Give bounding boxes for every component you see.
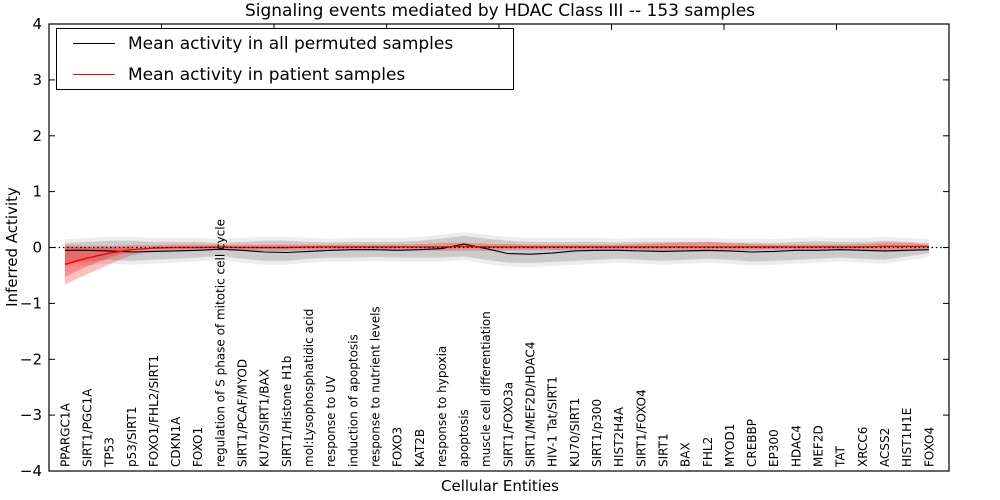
permuted-mean-line xyxy=(65,243,930,255)
patient-band-inner xyxy=(65,246,132,277)
x-category-label: HIST1H1E xyxy=(900,408,914,467)
x-category-label: mol:Lysophosphatidic acid xyxy=(302,309,316,467)
legend-label-patient: Mean activity in patient samples xyxy=(128,64,406,85)
x-category-label: FOXO1 xyxy=(191,427,205,467)
y-tick-label: −2 xyxy=(20,350,42,368)
x-category-label: induction of apoptosis xyxy=(346,334,360,467)
x-category-label: response to nutrient levels xyxy=(369,306,383,467)
x-category-label: MEF2D xyxy=(812,425,826,467)
patient-line-swatch xyxy=(73,74,115,75)
chart-title: Signaling events mediated by HDAC Class … xyxy=(244,1,756,21)
x-category-label: FOXO3 xyxy=(391,427,405,467)
x-category-label: CDKN1A xyxy=(169,416,183,467)
x-category-label: XRCC6 xyxy=(856,427,870,467)
x-category-label: TAT xyxy=(834,445,848,468)
x-category-label: regulation of S phase of mitotic cell cy… xyxy=(213,219,227,467)
x-category-label: PPARGC1A xyxy=(58,402,72,467)
x-category-label: BAX xyxy=(679,442,693,467)
x-category-label: SIRT1/Histone H1b xyxy=(280,356,294,467)
x-category-label: SIRT1/PGC1A xyxy=(81,388,95,467)
x-category-label: SIRT1/PCAF/MYOD xyxy=(236,359,250,467)
x-category-label: response to UV xyxy=(324,375,338,467)
y-tick-label: 4 xyxy=(32,15,42,33)
x-category-label: KU70/SIRT1/BAX xyxy=(258,369,272,467)
x-category-label: FOXO4 xyxy=(922,427,936,467)
x-category-label: HIV-1 Tat/SIRT1 xyxy=(546,376,560,467)
permuted-line-swatch xyxy=(73,43,115,44)
y-tick-label: 1 xyxy=(32,183,42,201)
legend-label-permuted: Mean activity in all permuted samples xyxy=(128,33,454,54)
x-category-label: muscle cell differentiation xyxy=(479,311,493,467)
x-category-label: KU70/SIRT1 xyxy=(568,398,582,467)
x-category-label: apoptosis xyxy=(457,409,471,467)
legend: Mean activity in all permuted samples Me… xyxy=(56,28,514,90)
y-axis-label: Inferred Activity xyxy=(3,187,21,307)
x-category-label: SIRT1 xyxy=(657,433,671,467)
x-category-label: EP300 xyxy=(767,429,781,467)
x-category-label: SIRT1/FOXO3a xyxy=(501,382,515,467)
y-tick-label: 0 xyxy=(32,239,42,257)
patient-band xyxy=(65,241,929,285)
x-category-label: p53/SIRT1 xyxy=(125,406,139,467)
x-axis-label: Cellular Entities xyxy=(441,477,559,495)
x-category-label: CREBBP xyxy=(745,419,759,467)
patient-mean-line xyxy=(64,245,929,265)
x-category-label: FOXO1/FHL2/SIRT1 xyxy=(147,355,161,467)
x-category-label: ACSS2 xyxy=(878,428,892,467)
y-tick-label: 2 xyxy=(32,127,42,145)
x-category-label: SIRT1/p300 xyxy=(590,399,604,467)
x-category-label: TP53 xyxy=(103,437,117,468)
y-tick-label: −4 xyxy=(20,462,42,480)
y-tick-label: −1 xyxy=(20,294,42,312)
x-category-label: MYOD1 xyxy=(723,424,737,467)
x-category-label: FHL2 xyxy=(701,437,715,467)
y-tick-label: 3 xyxy=(32,71,42,89)
legend-entry-patient: Mean activity in patient samples xyxy=(57,64,513,86)
x-category-label: SIRT1/MEF2D/HDAC4 xyxy=(524,342,538,467)
x-category-label: HDAC4 xyxy=(789,425,803,467)
x-category-label: SIRT1/FOXO4 xyxy=(634,389,648,467)
x-category-label: HIST2H4A xyxy=(612,406,626,467)
x-category-label: response to hypoxia xyxy=(435,346,449,467)
y-tick-label: −3 xyxy=(20,406,42,424)
permuted-band xyxy=(65,235,929,264)
permuted-band-outer xyxy=(65,231,929,268)
x-category-label: KAT2B xyxy=(413,429,427,467)
legend-entry-permuted: Mean activity in all permuted samples xyxy=(57,33,513,55)
